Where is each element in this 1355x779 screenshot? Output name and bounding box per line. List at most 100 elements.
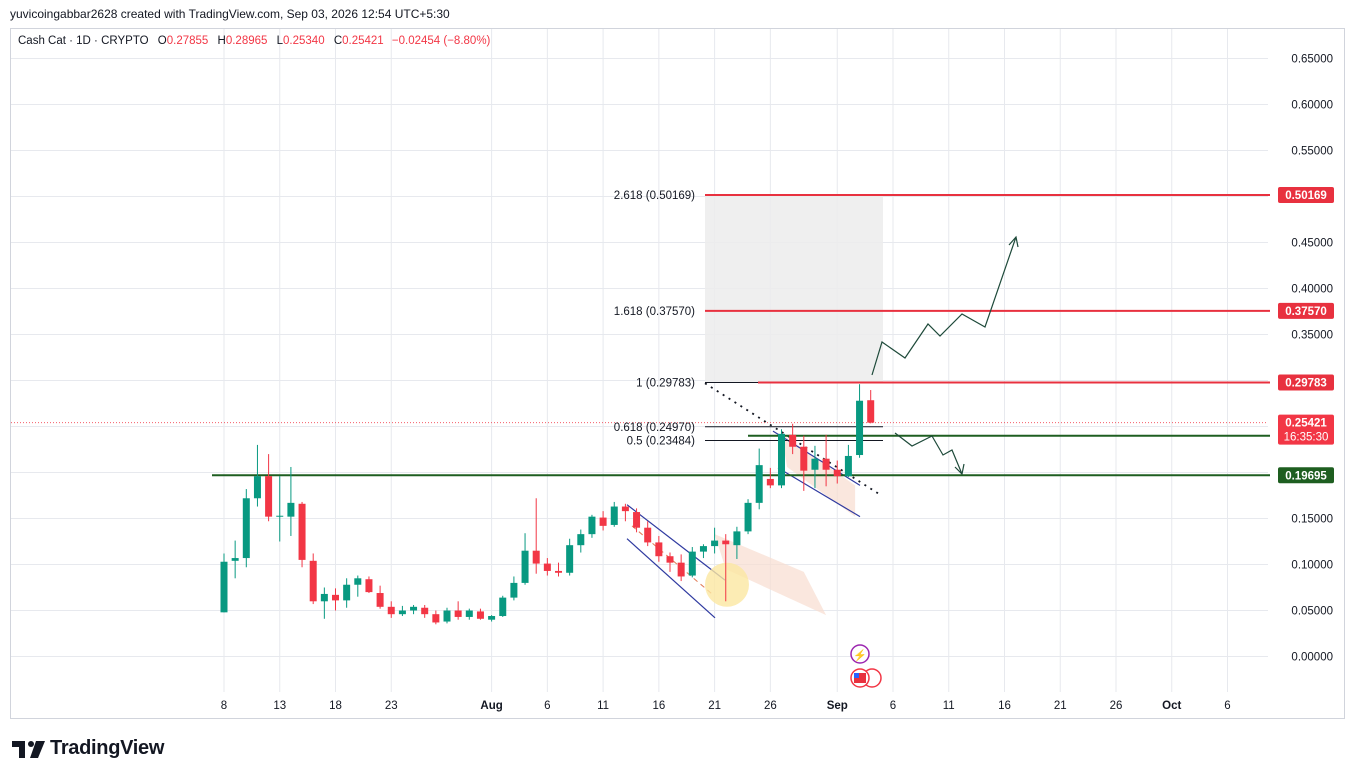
candle	[410, 604, 418, 615]
tradingview-logo[interactable]: TradingView	[12, 737, 164, 760]
candle-body	[253, 476, 261, 499]
candle-body	[454, 610, 462, 617]
candle	[532, 498, 540, 574]
x-tick-label: 11	[943, 700, 955, 712]
open-value: 0.27855	[166, 35, 209, 47]
y-tick-label: 0.00000	[1291, 652, 1333, 664]
candle	[811, 445, 819, 489]
candle-body	[354, 578, 362, 585]
symbol-label[interactable]: Cash Cat · 1D · CRYPTO	[18, 35, 149, 47]
candle-body	[800, 446, 808, 471]
y-tick-label: 0.10000	[1291, 560, 1333, 572]
candle	[733, 526, 741, 559]
support-price-tag	[1278, 467, 1334, 484]
x-tick-label: 21	[1054, 700, 1067, 712]
y-tick-label: 0.55000	[1291, 146, 1333, 158]
y-tick-label: 0.15000	[1291, 514, 1333, 526]
bullish-projection-path	[871, 236, 1017, 376]
candle-body	[398, 610, 406, 615]
candle	[711, 527, 719, 554]
fib-1-price-tag	[1278, 374, 1334, 391]
x-tick-label: 6	[890, 700, 896, 712]
candle-body	[733, 531, 741, 546]
chart-credit: yuvicoingabbar2628 created with TradingV…	[10, 7, 450, 21]
last-price-tag	[1278, 414, 1334, 445]
chart-frame	[10, 28, 1345, 719]
y-tick-label: 0.35000	[1291, 330, 1333, 342]
candle-body	[644, 527, 652, 543]
flag-channel-1-bottom	[626, 538, 716, 619]
candle	[856, 384, 864, 458]
candle-body	[410, 606, 418, 611]
candle-body	[476, 611, 484, 619]
candle-body	[633, 512, 641, 528]
candle	[800, 435, 808, 491]
candle-body	[789, 434, 797, 447]
candle-body	[298, 503, 306, 560]
candle	[476, 608, 484, 620]
candle	[332, 588, 339, 611]
bearish-projection-arrowhead	[954, 463, 965, 476]
candle	[499, 595, 507, 617]
candle	[778, 429, 785, 489]
fib-2618-price-tag	[1278, 186, 1334, 203]
y-tick-label: 0.60000	[1291, 100, 1333, 112]
candle-body	[655, 542, 663, 557]
bullish-projection-arrowhead	[1008, 235, 1019, 248]
x-tick-label: 16	[652, 700, 665, 712]
candle	[666, 552, 674, 572]
candle-body	[343, 584, 351, 601]
candle	[320, 587, 328, 619]
lightning-event-icon	[850, 644, 870, 664]
candle	[510, 576, 518, 601]
brand-name: TradingView	[50, 737, 165, 759]
support-price-label: 0.19695	[1285, 470, 1327, 482]
candle-body	[421, 607, 429, 615]
candle-body	[510, 582, 518, 598]
candle-body	[867, 400, 875, 423]
candle-body	[610, 506, 618, 525]
candle	[677, 554, 685, 582]
candle-body	[287, 502, 295, 517]
x-tick-label: Oct	[1162, 700, 1181, 712]
candle	[688, 547, 696, 578]
candle-body	[755, 465, 763, 503]
candle-body	[811, 458, 819, 470]
fib-projection-zone	[705, 194, 883, 383]
flag-canton	[854, 673, 859, 678]
candle-body	[711, 540, 719, 547]
candle-body	[443, 610, 451, 622]
fib-level-label: 0.5 (0.23484)	[627, 435, 696, 447]
candle	[309, 553, 317, 605]
candle	[287, 466, 295, 536]
candle	[644, 521, 652, 547]
candle	[488, 615, 496, 622]
candle-body	[688, 551, 696, 576]
candle	[543, 558, 551, 576]
candle	[454, 601, 462, 620]
candle-body	[488, 616, 496, 620]
close-value: 0.25421	[342, 35, 384, 47]
open-label: O	[157, 35, 167, 47]
change-value: −0.02454 (−8.80%)	[391, 35, 491, 47]
y-tick-label: 0.05000	[1291, 606, 1333, 618]
candle	[421, 604, 429, 618]
candle	[354, 575, 362, 597]
candle	[833, 460, 841, 484]
candle	[789, 423, 797, 455]
candle	[276, 476, 284, 542]
candle-body	[532, 550, 540, 564]
x-tick-label: Aug	[480, 700, 502, 712]
candle-body	[242, 498, 250, 559]
fib-1-price-label: 0.29783	[1285, 377, 1327, 389]
high-label: H	[217, 35, 226, 47]
candle	[867, 390, 875, 424]
candle-body	[265, 476, 273, 517]
x-tick-label: 13	[273, 700, 286, 712]
flag-stripes	[854, 673, 866, 683]
candle-body	[220, 561, 228, 613]
candle	[521, 533, 529, 585]
candle	[577, 529, 585, 553]
x-tick-label: 26	[764, 700, 777, 712]
